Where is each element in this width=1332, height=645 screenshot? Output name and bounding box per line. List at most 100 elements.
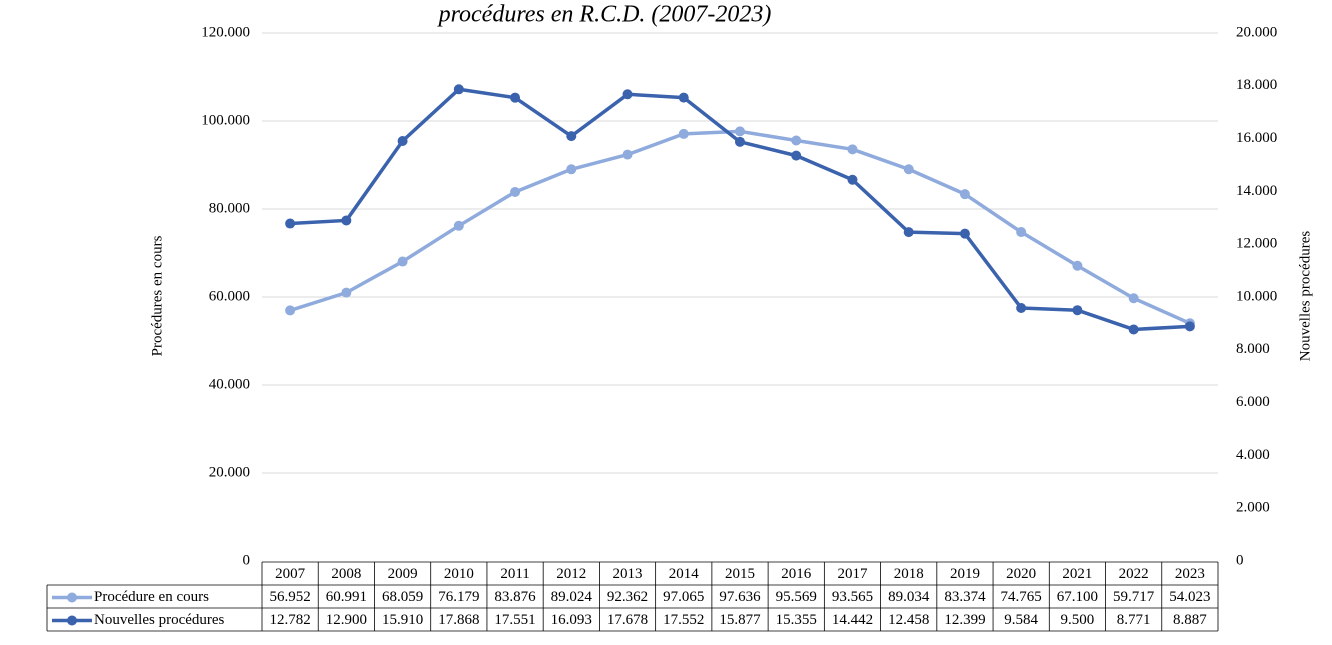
table-value: 59.717: [1113, 589, 1155, 605]
table-value: 93.565: [832, 589, 873, 605]
x-tick-label: 2008: [331, 566, 361, 582]
point: [847, 144, 858, 155]
point: [1016, 302, 1027, 313]
point: [1128, 293, 1139, 304]
table-value: 8.771: [1117, 612, 1151, 628]
x-tick-label: 2020: [1006, 566, 1036, 582]
table-value: 68.059: [382, 589, 423, 605]
x-tick-label: 2022: [1119, 566, 1149, 582]
y-tick-label: 20.000: [209, 464, 250, 480]
table-value: 12.399: [944, 612, 985, 628]
point: [791, 150, 802, 161]
table-value: 16.093: [551, 612, 592, 628]
table-value: 97.636: [719, 589, 761, 605]
table-value: 95.569: [776, 589, 817, 605]
x-tick-label: 2018: [894, 566, 924, 582]
point: [903, 227, 914, 238]
table-value: 17.551: [494, 612, 535, 628]
point: [1072, 260, 1083, 271]
point: [453, 84, 464, 95]
table-value: 17.678: [607, 612, 648, 628]
y-tick-label: 60.000: [209, 288, 250, 304]
y2-tick-label: 12.000: [1236, 236, 1277, 252]
y2-tick-label: 18.000: [1236, 77, 1277, 93]
table-value: 54.023: [1169, 589, 1210, 605]
table-value: 92.362: [607, 589, 648, 605]
point: [622, 149, 633, 160]
x-tick-label: 2010: [444, 566, 474, 582]
table-value: 89.024: [551, 589, 593, 605]
point: [622, 89, 633, 100]
x-tick-label: 2017: [837, 566, 868, 582]
y-axis-title: Procédures en cours: [149, 235, 165, 356]
table-value: 67.100: [1057, 589, 1098, 605]
point: [566, 164, 577, 175]
point: [1072, 305, 1083, 316]
table-value: 74.765: [1001, 589, 1042, 605]
y-tick-label: 40.000: [209, 376, 250, 392]
point: [285, 305, 296, 316]
y2-tick-label: 20.000: [1236, 24, 1277, 40]
x-tick-label: 2009: [388, 566, 418, 582]
y2-tick-label: 2.000: [1236, 500, 1270, 516]
legend-marker: [67, 615, 77, 626]
x-tick-label: 2021: [1062, 566, 1092, 582]
table-value: 97.065: [663, 589, 704, 605]
y2-tick-label: 14.000: [1236, 183, 1277, 199]
table-value: 17.868: [438, 612, 479, 628]
y2-tick-label: 16.000: [1236, 130, 1277, 146]
x-tick-label: 2013: [613, 566, 643, 582]
table-value: 83.876: [494, 589, 536, 605]
x-tick-label: 2014: [669, 566, 700, 582]
legend-label: Procédure en cours: [94, 589, 209, 605]
point: [791, 135, 802, 146]
point: [341, 287, 352, 298]
y-tick-label: 100.000: [201, 112, 250, 128]
table-value: 89.034: [888, 589, 930, 605]
point: [678, 128, 689, 139]
y-tick-label: 120.000: [201, 24, 250, 40]
table-value: 9.500: [1061, 612, 1095, 628]
point: [959, 228, 970, 239]
y-tick-label: 80.000: [209, 200, 250, 216]
table-value: 60.991: [326, 589, 367, 605]
table-value: 8.887: [1173, 612, 1207, 628]
point: [903, 164, 914, 175]
table-value: 56.952: [269, 589, 310, 605]
point: [847, 174, 858, 185]
point: [341, 215, 352, 226]
x-tick-label: 2016: [781, 566, 812, 582]
y-tick-label: 0: [243, 552, 251, 568]
point: [735, 136, 745, 147]
point: [397, 256, 408, 267]
point: [510, 92, 521, 103]
point: [453, 220, 464, 231]
point: [1184, 321, 1195, 332]
table-value: 9.584: [1004, 612, 1038, 628]
x-tick-label: 2019: [950, 566, 980, 582]
point: [566, 131, 577, 142]
point: [1128, 324, 1139, 335]
table-value: 12.900: [326, 612, 367, 628]
x-tick-label: 2012: [556, 566, 586, 582]
table-value: 15.877: [719, 612, 761, 628]
point: [397, 135, 408, 146]
x-tick-label: 2023: [1175, 566, 1205, 582]
table-value: 12.458: [888, 612, 929, 628]
table-value: 17.552: [663, 612, 704, 628]
point: [1016, 227, 1027, 238]
table-value: 12.782: [269, 612, 310, 628]
table-value: 14.442: [832, 612, 873, 628]
y2-tick-label: 6.000: [1236, 394, 1270, 410]
table-value: 83.374: [944, 589, 986, 605]
x-tick-label: 2015: [725, 566, 755, 582]
y2-tick-label: 0: [1236, 552, 1244, 568]
table-value: 15.910: [382, 612, 423, 628]
x-tick-label: 2007: [275, 566, 306, 582]
y2-tick-label: 4.000: [1236, 447, 1270, 463]
y2-tick-label: 8.000: [1236, 341, 1270, 357]
point: [678, 92, 689, 103]
point: [735, 126, 745, 137]
chart-title: procédures en R.C.D. (2007-2023): [437, 2, 772, 28]
